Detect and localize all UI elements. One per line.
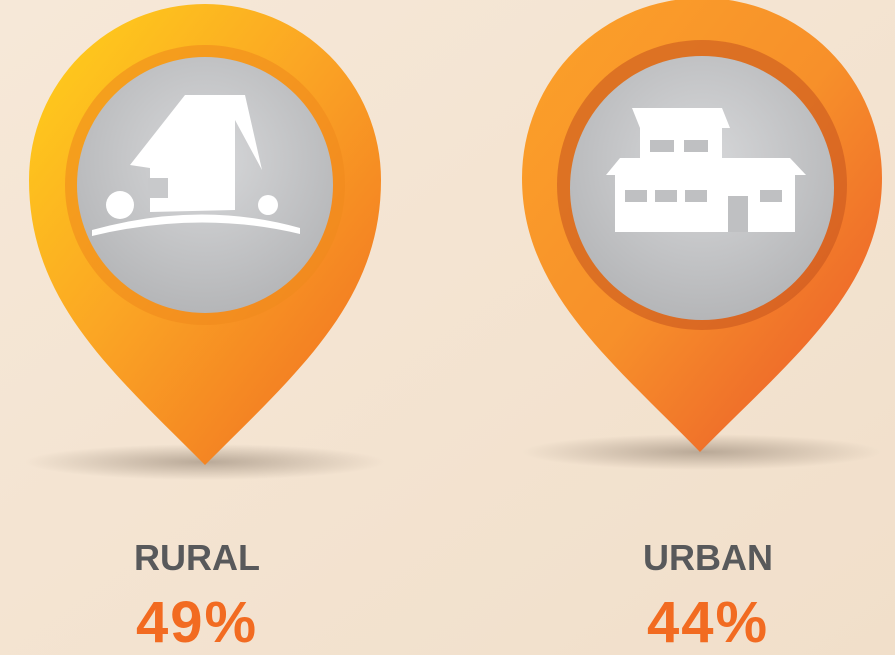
rural-value: 49%	[136, 590, 258, 655]
page: RURAL 49% URBAN 44% (() => { const data …	[0, 0, 895, 655]
urban-label: URBAN	[643, 537, 773, 578]
urban-value: 44%	[647, 590, 769, 655]
rural-label: RURAL	[134, 537, 260, 578]
infographic: RURAL 49% URBAN 44%	[0, 0, 895, 655]
